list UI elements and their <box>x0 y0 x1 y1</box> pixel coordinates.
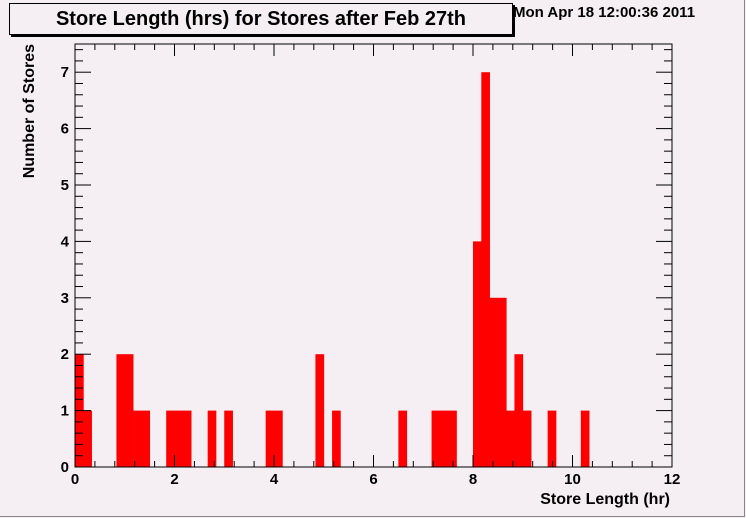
plot-frame <box>74 43 673 468</box>
axis-ticks <box>74 44 673 468</box>
histogram-bar <box>473 241 482 467</box>
y-tick-label: 2 <box>61 346 69 363</box>
histogram-bar <box>315 354 325 467</box>
x-axis-title: Store Length (hr) <box>540 491 670 508</box>
timestamp: Mon Apr 18 12:00:36 2011 <box>513 4 696 21</box>
histogram-bar <box>274 410 283 467</box>
histogram-bar <box>431 410 441 467</box>
histogram-bar <box>489 297 499 467</box>
histogram-bar <box>182 410 192 467</box>
histogram-bar <box>332 410 341 467</box>
histogram-bar <box>448 410 457 467</box>
histogram-bar <box>522 410 532 467</box>
histogram-bar <box>166 410 175 467</box>
histogram-bar <box>83 410 92 467</box>
histogram-bars <box>75 72 590 467</box>
chart-title: Store Length (hrs) for Stores after Feb … <box>9 3 513 35</box>
x-tick-label: 12 <box>664 471 681 488</box>
histogram-bar <box>497 297 507 467</box>
histogram-bar <box>116 354 126 467</box>
histogram-bar <box>133 410 142 467</box>
histogram-bar <box>207 410 217 467</box>
histogram-bar <box>547 410 557 467</box>
histogram-bar <box>398 410 408 467</box>
y-tick-label: 1 <box>61 403 69 420</box>
x-tick-label: 4 <box>270 471 279 488</box>
histogram-bar <box>580 410 590 467</box>
x-tick-label: 8 <box>469 471 477 488</box>
histogram-bar <box>265 410 275 467</box>
histogram-bar <box>514 354 524 467</box>
y-tick-label: 5 <box>61 177 69 194</box>
chart-title-text: Store Length (hrs) for Stores after Feb … <box>55 7 467 30</box>
x-tick-label: 0 <box>71 471 79 488</box>
x-tick-label: 10 <box>564 471 581 488</box>
histogram-bar <box>141 410 151 467</box>
y-tick-label: 3 <box>61 290 69 307</box>
y-axis-title: Number of Stores <box>21 44 38 178</box>
histogram-bar <box>481 72 490 467</box>
x-tick-label: 2 <box>170 471 178 488</box>
y-tick-label: 4 <box>61 233 70 250</box>
y-tick-label: 0 <box>61 459 69 476</box>
x-tick-label: 6 <box>369 471 377 488</box>
y-tick-label: 7 <box>61 64 69 81</box>
histogram-bar <box>174 410 184 467</box>
y-tick-label: 6 <box>61 121 69 138</box>
histogram-bar <box>124 354 134 467</box>
histogram-bar <box>224 410 233 467</box>
histogram-bar <box>439 410 449 467</box>
histogram-bar <box>506 410 515 467</box>
